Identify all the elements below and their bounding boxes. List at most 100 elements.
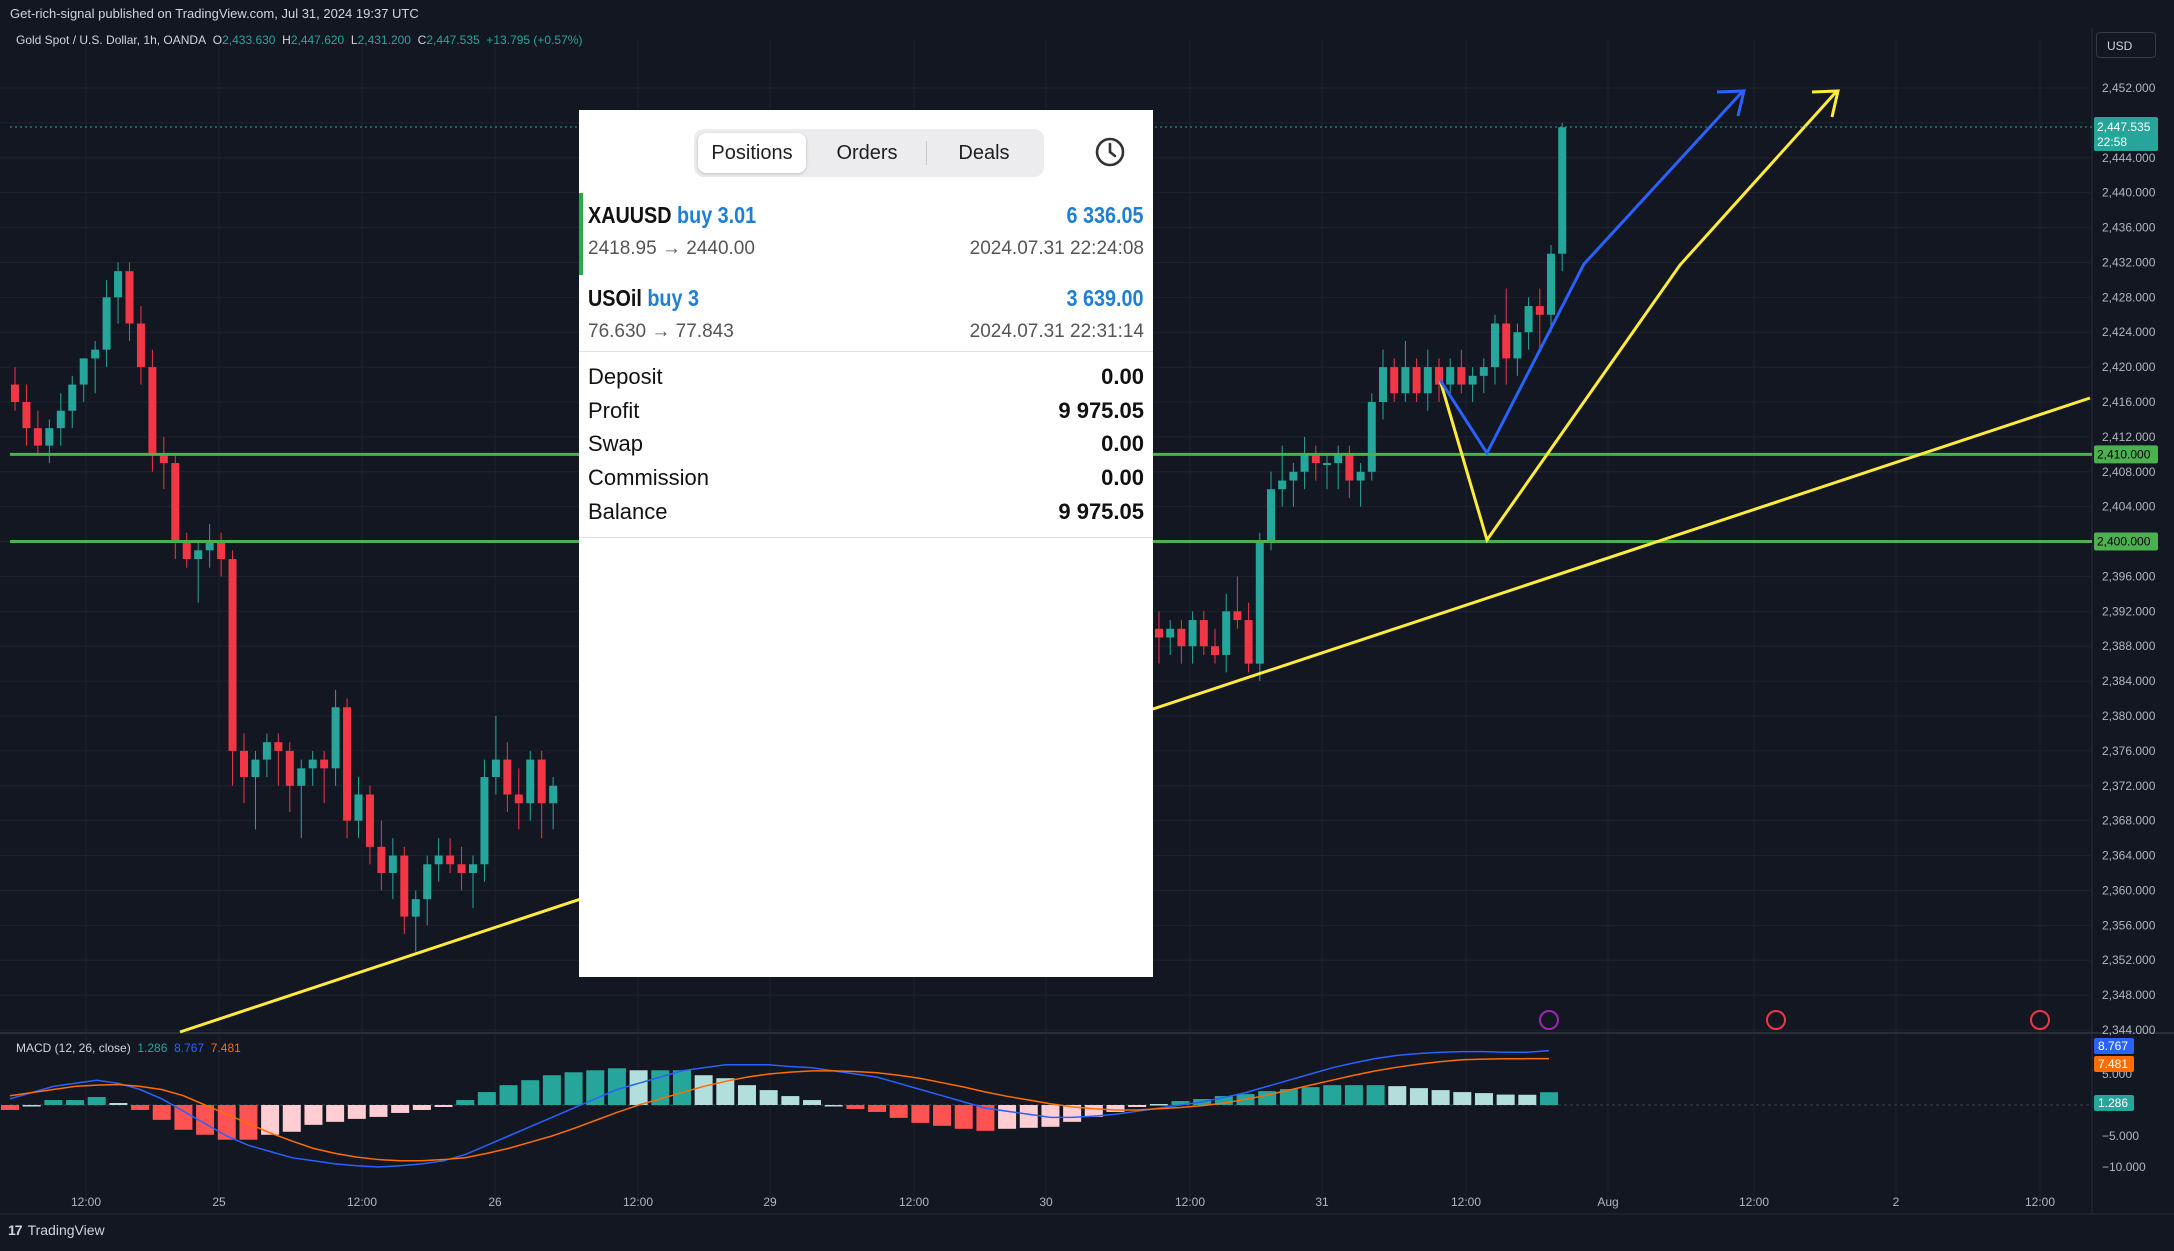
x-tick-label: Aug <box>1597 1195 1618 1209</box>
macd-value-tag <box>2094 1038 2134 1054</box>
last-price-label: 2,447.535 <box>2097 120 2151 134</box>
open-label: O <box>212 33 223 47</box>
y-tick-label: 2,376.000 <box>2102 744 2156 758</box>
candle-body <box>1255 541 1264 664</box>
candle-body <box>114 271 123 298</box>
candle-body <box>297 768 306 786</box>
summary-swap: Swap 0.00 <box>588 431 1144 456</box>
y-tick-label: 2,420.000 <box>2102 360 2156 374</box>
y-tick-label: 2,412.000 <box>2102 430 2156 444</box>
y-tick-label: 2,348.000 <box>2102 988 2156 1002</box>
candle-body <box>1323 463 1331 466</box>
position-row-usoil[interactable]: USOil buy 3 3 639.00 76.630 → 77.843 202… <box>579 271 1153 351</box>
tab-orders[interactable]: Orders <box>836 142 898 164</box>
top-bar: Get-rich-signal published on TradingView… <box>0 0 2174 28</box>
summary-divider <box>579 351 1153 352</box>
macd-hist-bar <box>44 1100 63 1105</box>
x-tick-label: 25 <box>212 1195 226 1209</box>
candle-body <box>377 846 386 873</box>
candle-body <box>274 742 283 751</box>
candle-body <box>1513 332 1522 359</box>
macd-hist-bar <box>1019 1105 1038 1128</box>
candle-body <box>1345 454 1354 481</box>
candle-body <box>1166 628 1175 638</box>
y-tick-label: 2,372.000 <box>2102 779 2156 793</box>
candle-body <box>125 271 134 324</box>
candle-body <box>33 428 42 446</box>
macd-hist-bar <box>1106 1105 1125 1112</box>
countdown-label: 22:58 <box>2097 135 2127 149</box>
macd-hist-bar <box>1 1105 19 1110</box>
x-tick-label: 12:00 <box>2025 1195 2055 1209</box>
y-tick-label: 2,424.000 <box>2102 325 2156 339</box>
macd-value-label: 7.481 <box>2098 1057 2128 1071</box>
candle-body <box>1491 323 1499 368</box>
close-label: C <box>417 33 427 47</box>
macd-hist-bar <box>304 1105 323 1125</box>
macd-hist-bar <box>1279 1089 1298 1105</box>
macd-hist-bar <box>1409 1088 1428 1105</box>
position-prices: 2418.95 → 2440.00 <box>588 238 755 259</box>
position-row-xauusd[interactable]: XAUUSD buy 3.01 6 336.05 2418.95 → 2440.… <box>579 188 1153 275</box>
position-side: buy 3.01 <box>677 202 757 228</box>
summary-deposit: Deposit 0.00 <box>588 364 1144 389</box>
candle-body <box>251 759 260 778</box>
macd-value-label: 8.767 <box>2098 1039 2128 1053</box>
candle-body <box>1311 454 1320 464</box>
macd-hist-bar <box>781 1096 800 1105</box>
position-profit: 6 336.05 <box>1067 202 1144 228</box>
candle-body <box>503 759 512 795</box>
macd-hist-bar <box>152 1105 171 1120</box>
position-time: 2024.07.31 22:31:14 <box>969 321 1144 342</box>
macd-hist-bar <box>1041 1105 1060 1127</box>
signal-line <box>9 1057 1550 1162</box>
yellow-arrowhead <box>1811 89 1840 118</box>
macd-hist-bar <box>22 1105 41 1107</box>
candle-body <box>514 794 523 804</box>
level-price-label: 2,400.000 <box>2097 535 2151 549</box>
x-tick-label: 12:00 <box>1451 1195 1481 1209</box>
candle-body <box>457 864 466 873</box>
candle-body <box>1155 628 1163 638</box>
candle-body <box>171 463 180 542</box>
x-tick-label: 12:00 <box>71 1195 101 1209</box>
clock-icon[interactable] <box>1094 136 1126 168</box>
candle-body <box>45 428 54 446</box>
candle-body <box>228 559 237 751</box>
macd-hist-bar <box>1366 1085 1385 1105</box>
x-tick-label: 12:00 <box>1175 1195 1205 1209</box>
candle-body <box>56 410 65 429</box>
macd-signal-value: 7.481 <box>210 1041 241 1055</box>
low-label: L <box>350 33 358 47</box>
high-value: 2,447.620 <box>290 33 345 47</box>
summary-commission: Commission 0.00 <box>588 465 1144 490</box>
tradingview-brand[interactable]: 17 TradingView <box>8 1222 105 1238</box>
macd-value-label: 1.286 <box>2098 1096 2128 1110</box>
macd-legend: MACD (12, 26, close) 1.286 8.767 7.481 <box>16 1041 241 1055</box>
x-tick-label: 12:00 <box>347 1195 377 1209</box>
currency-selector[interactable]: USD <box>2096 32 2156 58</box>
position-indicator <box>579 193 583 275</box>
macd-hist-bar <box>326 1105 345 1122</box>
macd-hist-bar <box>1474 1093 1493 1105</box>
candle-body <box>331 707 340 769</box>
candle-body <box>1289 471 1298 481</box>
y-tick-label: 2,452.000 <box>2102 81 2156 95</box>
macd-hist-bar <box>933 1105 952 1126</box>
candle-body <box>354 794 363 821</box>
macd-hist-bar <box>109 1103 128 1105</box>
close-value: 2,447.535 <box>426 33 480 47</box>
macd-hist-bar <box>174 1105 193 1130</box>
macd-axis-label: −10.000 <box>2102 1160 2146 1174</box>
x-tick-label: 12:00 <box>623 1195 653 1209</box>
candle-body <box>480 777 489 865</box>
event-icon <box>2030 1010 2050 1030</box>
open-value: 2,433.630 <box>222 33 276 47</box>
tab-positions[interactable]: Positions <box>698 133 806 173</box>
candle-body <box>1468 375 1477 385</box>
candle-body <box>1211 646 1219 655</box>
macd-hist-bar <box>1518 1094 1537 1105</box>
candle-body <box>1412 367 1421 394</box>
tab-deals[interactable]: Deals <box>958 142 1010 164</box>
symbol-legend: Gold Spot / U.S. Dollar, 1h, OANDA O2,43… <box>16 33 582 47</box>
